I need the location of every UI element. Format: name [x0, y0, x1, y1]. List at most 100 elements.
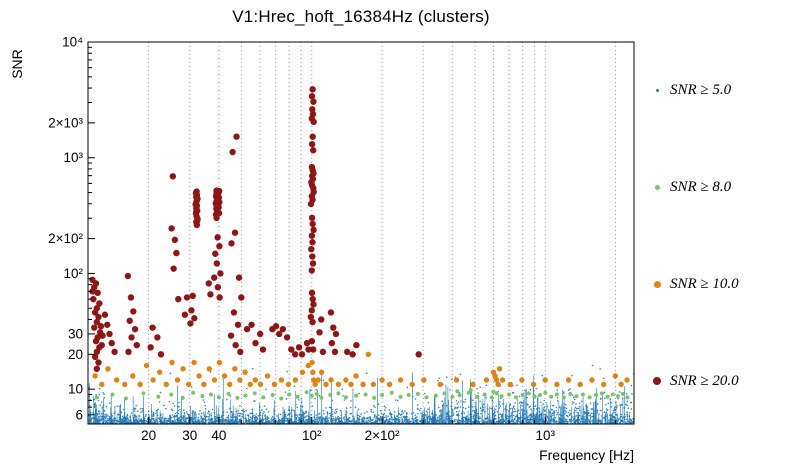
point-snr_ge_20 [95, 313, 102, 321]
noise-dot [582, 408, 585, 410]
noise-dot [390, 421, 393, 424]
noise-dot [98, 419, 100, 422]
noise-dot [152, 413, 155, 415]
noise-dot [228, 421, 231, 424]
noise-dot [488, 420, 490, 422]
noise-dot [520, 401, 523, 404]
point-snr_ge_10 [370, 381, 377, 388]
noise-dot [140, 419, 142, 421]
noise-dot [603, 397, 606, 399]
noise-dot [533, 415, 536, 417]
noise-dot [138, 415, 141, 417]
noise-dot [479, 407, 482, 410]
noise-dot [165, 417, 168, 420]
noise-dot [237, 409, 239, 412]
noise-dot [416, 404, 419, 406]
noise-dot [379, 415, 382, 418]
noise-dot [523, 418, 525, 421]
noise-dot [225, 419, 227, 422]
noise-dot [435, 419, 437, 421]
noise-dot [267, 411, 270, 413]
noise-dot [262, 412, 264, 415]
noise-dot [512, 391, 515, 394]
point-snr_ge_10 [311, 377, 317, 383]
noise-dot [192, 409, 194, 412]
noise-dot [285, 398, 288, 400]
point-snr_ge_8 [507, 392, 512, 397]
noise-dot [496, 410, 499, 413]
noise-dot [569, 388, 571, 390]
point-snr_ge_20 [189, 292, 196, 300]
noise-dot [177, 409, 180, 412]
noise-dot [437, 420, 440, 423]
noise-dot [169, 415, 171, 417]
noise-dot [535, 413, 538, 416]
noise-dot [394, 399, 397, 401]
noise-dot [315, 420, 318, 423]
point-snr_ge_10 [335, 381, 342, 388]
noise-dot [552, 420, 555, 423]
y-tick-label: 2×10³ [48, 115, 83, 130]
noise-dot [264, 414, 266, 417]
noise-dot [235, 411, 238, 413]
noise-dot [261, 409, 263, 411]
noise-dot [331, 410, 333, 413]
noise-dot [337, 420, 340, 423]
noise-dot [457, 419, 460, 422]
noise-dot [296, 415, 299, 417]
noise-dot [489, 421, 492, 424]
noise-dot [443, 422, 445, 424]
noise-dot [424, 414, 427, 416]
noise-dot [345, 417, 348, 419]
noise-dot [288, 406, 291, 408]
noise-dot [627, 407, 630, 409]
noise-dot [146, 418, 149, 420]
point-snr_ge_20 [154, 334, 161, 341]
noise-dot [499, 405, 502, 407]
point-snr_ge_10 [252, 377, 259, 383]
legend-marker-box [650, 374, 664, 388]
noise-dot [331, 408, 333, 411]
point-snr_ge_20 [216, 242, 223, 250]
point-snr_ge_10 [577, 381, 583, 388]
noise-dot [88, 419, 91, 422]
noise-dot [384, 406, 387, 409]
noise-dot [283, 411, 286, 414]
y-tick-label: 30 [68, 326, 83, 341]
noise-dot [501, 421, 504, 423]
noise-dot [100, 401, 103, 403]
noise-dot [606, 409, 609, 411]
noise-dot [459, 406, 462, 408]
point-snr_ge_20 [308, 307, 315, 314]
noise-dot [385, 416, 388, 419]
noise-dot [581, 417, 584, 420]
noise-dot [509, 404, 512, 406]
noise-dot [213, 421, 216, 424]
noise-dot [630, 408, 633, 410]
noise-dot [222, 422, 224, 424]
noise-dot [337, 415, 340, 418]
noise-dot [416, 407, 419, 410]
point-snr_ge_10 [437, 381, 443, 388]
point-snr_ge_10 [292, 377, 299, 383]
noise-dot [332, 415, 334, 418]
noise-dot [393, 411, 396, 413]
noise-dot [377, 418, 380, 421]
x-tick-label: 10³ [535, 428, 555, 443]
noise-dot [303, 416, 306, 419]
point-snr_ge_20 [303, 339, 311, 347]
noise-dot [171, 409, 174, 412]
noise-dot [457, 414, 460, 416]
point-snr_ge_10 [271, 381, 278, 388]
noise-dot [461, 420, 463, 422]
point-snr_ge_10 [348, 381, 354, 388]
noise-dot [193, 415, 196, 417]
noise-dot [430, 420, 433, 423]
noise-dot [506, 409, 508, 411]
noise-dot [208, 413, 211, 416]
point-snr_ge_10 [156, 369, 163, 375]
noise-dot [438, 418, 441, 421]
noise-dot [556, 400, 559, 402]
noise-dot [612, 416, 615, 419]
noise-dot [534, 405, 537, 407]
